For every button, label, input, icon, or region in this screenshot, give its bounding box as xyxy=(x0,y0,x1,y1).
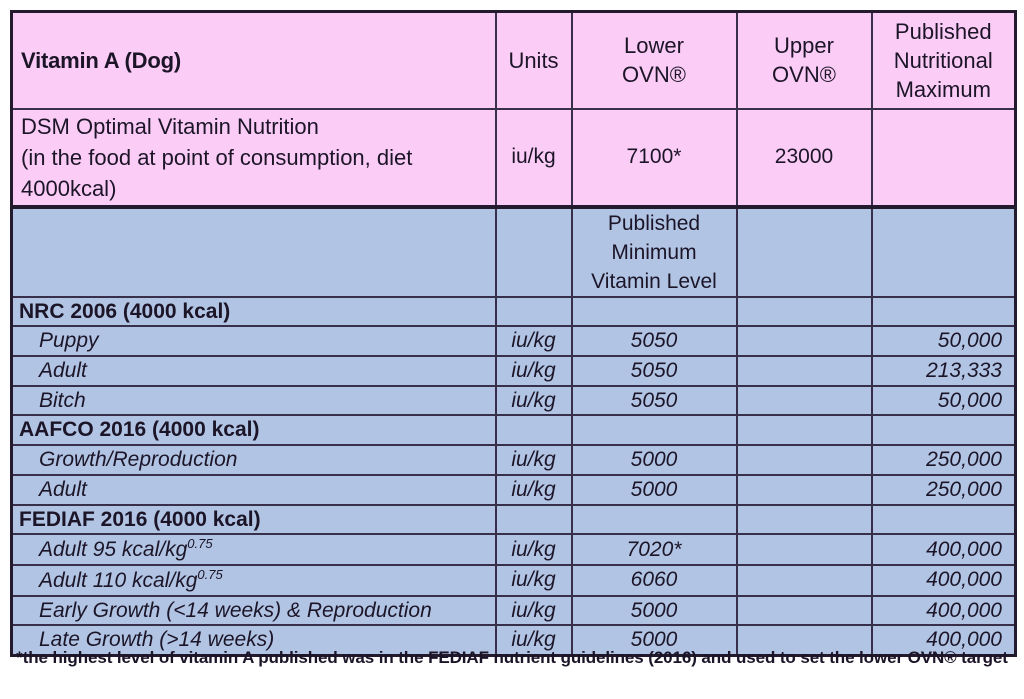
column-header-lower-ovn: Lower OVN® xyxy=(570,10,738,110)
table-row-adult-110: Adult 110 kcal/kg0.75 iu/kg 6060 400,000 xyxy=(10,563,1017,597)
units-cell: iu/kg xyxy=(494,533,573,566)
units-cell: iu/kg xyxy=(494,107,573,209)
lower-ovn-cell xyxy=(570,295,738,328)
row-label-cell: DSM Optimal Vitamin Nutrition (in the fo… xyxy=(10,107,497,209)
section-row-nrc: NRC 2006 (4000 kcal) xyxy=(10,295,1017,328)
upper-ovn-cell: 23000 xyxy=(735,107,873,209)
upper-ovn-cell xyxy=(735,325,873,357)
column-header-units: Units xyxy=(494,10,573,110)
units-cell: iu/kg xyxy=(494,594,573,627)
max-cell: 213,333 xyxy=(870,354,1017,387)
upper-ovn-cell xyxy=(735,594,873,627)
table-header-row: Vitamin A (Dog) Units Lower OVN® Upper O… xyxy=(10,10,1017,110)
max-cell xyxy=(870,107,1017,209)
upper-ovn-cell xyxy=(735,533,873,566)
table-row-growth-reproduction: Growth/Reproduction iu/kg 5000 250,000 xyxy=(10,444,1017,476)
row-label-cell: Adult 95 kcal/kg0.75 xyxy=(10,533,497,566)
units-cell xyxy=(494,205,573,298)
units-cell xyxy=(494,414,573,447)
units-cell: iu/kg xyxy=(494,354,573,387)
max-cell: 250,000 xyxy=(870,473,1017,506)
units-cell: iu/kg xyxy=(494,473,573,506)
table-title: Vitamin A (Dog) xyxy=(10,10,497,110)
units-cell xyxy=(494,295,573,328)
max-cell: 250,000 xyxy=(870,444,1017,476)
row-label-cell: Adult xyxy=(10,473,497,506)
lower-ovn-cell: 6060 xyxy=(570,563,738,597)
lower-ovn-cell: 7020* xyxy=(570,533,738,566)
lower-ovn-cell: 5050 xyxy=(570,325,738,357)
row-label-cell: Growth/Reproduction xyxy=(10,444,497,476)
max-cell: 50,000 xyxy=(870,325,1017,357)
upper-ovn-cell xyxy=(735,563,873,597)
max-cell: 400,000 xyxy=(870,624,1017,657)
units-cell xyxy=(494,503,573,536)
column-header-published-max: Published Nutritional Maximum xyxy=(870,10,1017,110)
row-label-cell: Puppy xyxy=(10,325,497,357)
max-cell xyxy=(870,414,1017,447)
table-row-adult-nrc: Adult iu/kg 5050 213,333 xyxy=(10,354,1017,387)
exponent-text: 0.75 xyxy=(187,536,213,552)
max-cell xyxy=(870,205,1017,298)
row-label-cell: Adult xyxy=(10,354,497,387)
table-row-bitch: Bitch iu/kg 5050 50,000 xyxy=(10,384,1017,417)
section-label: AAFCO 2016 (4000 kcal) xyxy=(10,414,497,447)
upper-ovn-cell xyxy=(735,354,873,387)
row-label-cell: Bitch xyxy=(10,384,497,417)
upper-ovn-cell xyxy=(735,503,873,536)
upper-ovn-cell xyxy=(735,205,873,298)
table-row-puppy: Puppy iu/kg 5050 50,000 xyxy=(10,325,1017,357)
lower-ovn-cell: 5050 xyxy=(570,384,738,417)
row-label-cell: Adult 110 kcal/kg0.75 xyxy=(10,563,497,597)
section-label: NRC 2006 (4000 kcal) xyxy=(10,295,497,328)
lower-ovn-cell: 5000 xyxy=(570,473,738,506)
table-row-early-growth: Early Growth (<14 weeks) & Reproduction … xyxy=(10,594,1017,627)
published-minimum-header-row: Published Minimum Vitamin Level xyxy=(10,205,1017,298)
published-minimum-header: Published Minimum Vitamin Level xyxy=(570,205,738,298)
footnote: *the highest level of vitamin A publishe… xyxy=(16,648,1008,667)
exponent-text: 0.75 xyxy=(197,566,223,582)
upper-ovn-cell xyxy=(735,444,873,476)
units-cell: iu/kg xyxy=(494,325,573,357)
table-row-adult-aafco: Adult iu/kg 5000 250,000 xyxy=(10,473,1017,506)
row-label-text: Adult 110 kcal/kg xyxy=(39,568,198,592)
max-cell xyxy=(870,295,1017,328)
max-cell: 400,000 xyxy=(870,563,1017,597)
table-row-adult-95: Adult 95 kcal/kg0.75 iu/kg 7020* 400,000 xyxy=(10,533,1017,566)
lower-ovn-cell: 7100* xyxy=(570,107,738,209)
units-cell: iu/kg xyxy=(494,384,573,417)
table-row-late-growth: Late Growth (>14 weeks) iu/kg 5000 400,0… xyxy=(10,624,1017,657)
dsm-ovn-row: DSM Optimal Vitamin Nutrition (in the fo… xyxy=(10,107,1017,209)
lower-ovn-cell: 5000 xyxy=(570,594,738,627)
max-cell: 400,000 xyxy=(870,533,1017,566)
units-cell: iu/kg xyxy=(494,624,573,657)
max-cell: 400,000 xyxy=(870,594,1017,627)
upper-ovn-cell xyxy=(735,384,873,417)
lower-ovn-cell: 5000 xyxy=(570,444,738,476)
lower-ovn-cell: 5050 xyxy=(570,354,738,387)
upper-ovn-cell xyxy=(735,414,873,447)
max-cell: 50,000 xyxy=(870,384,1017,417)
upper-ovn-cell xyxy=(735,295,873,328)
lower-ovn-cell xyxy=(570,503,738,536)
row-label-text: Adult 95 kcal/kg xyxy=(39,538,188,562)
vitamin-a-table: Vitamin A (Dog) Units Lower OVN® Upper O… xyxy=(10,10,1017,658)
units-cell: iu/kg xyxy=(494,444,573,476)
row-label-cell xyxy=(10,205,497,298)
section-label: FEDIAF 2016 (4000 kcal) xyxy=(10,503,497,536)
row-label-cell: Late Growth (>14 weeks) xyxy=(10,624,497,657)
section-row-fediaf: FEDIAF 2016 (4000 kcal) xyxy=(10,503,1017,536)
upper-ovn-cell xyxy=(735,624,873,657)
row-label-cell: Early Growth (<14 weeks) & Reproduction xyxy=(10,594,497,627)
section-row-aafco: AAFCO 2016 (4000 kcal) xyxy=(10,414,1017,447)
units-cell: iu/kg xyxy=(494,563,573,597)
max-cell xyxy=(870,503,1017,536)
column-header-upper-ovn: Upper OVN® xyxy=(735,10,873,110)
upper-ovn-cell xyxy=(735,473,873,506)
lower-ovn-cell xyxy=(570,414,738,447)
lower-ovn-cell: 5000 xyxy=(570,624,738,657)
